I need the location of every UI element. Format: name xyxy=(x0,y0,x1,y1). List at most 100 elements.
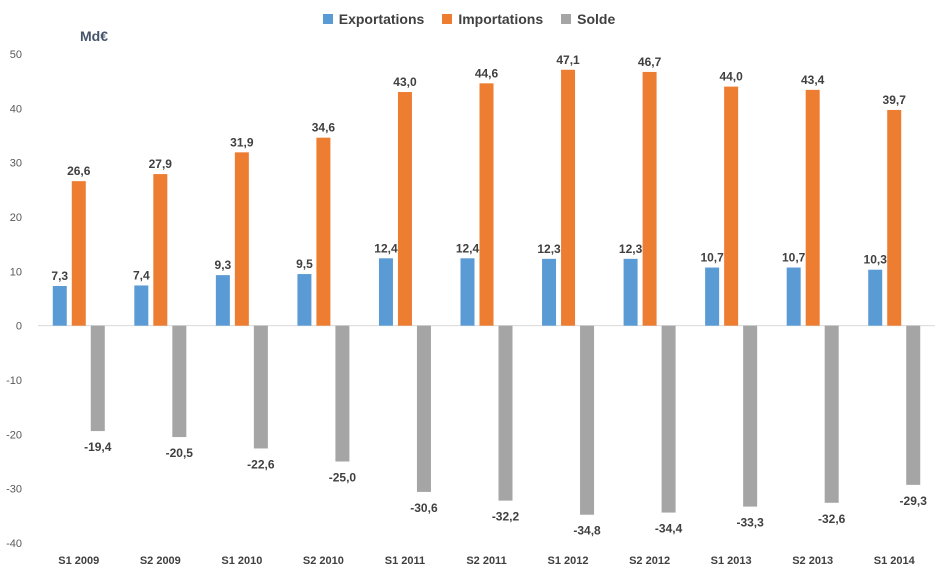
y-tick-label: -10 xyxy=(6,375,22,387)
legend-item-solde: Solde xyxy=(561,11,615,27)
data-label-solde: -19,4 xyxy=(84,440,112,454)
data-label-importations: 43,4 xyxy=(801,73,825,87)
data-label-solde: -34,4 xyxy=(655,522,683,536)
legend: Exportations Importations Solde xyxy=(0,11,938,27)
bar-importations xyxy=(153,174,168,326)
bar-exportations xyxy=(460,258,475,326)
data-label-exportations: 10,3 xyxy=(864,253,888,267)
y-tick-label: -30 xyxy=(6,484,22,496)
data-label-solde: -25,0 xyxy=(329,471,357,485)
data-label-importations: 34,6 xyxy=(312,121,336,135)
legend-label-importations: Importations xyxy=(458,11,544,27)
data-label-importations: 44,6 xyxy=(475,66,499,80)
bar-importations xyxy=(397,92,412,326)
x-tick-label: S1 2009 xyxy=(58,555,99,567)
bar-importations xyxy=(561,69,576,326)
bar-solde xyxy=(906,325,921,485)
x-tick-label: S2 2012 xyxy=(629,555,670,567)
data-label-exportations: 10,7 xyxy=(782,251,806,265)
legend-label-exportations: Exportations xyxy=(338,11,425,27)
bar-exportations xyxy=(542,258,557,326)
bar-importations xyxy=(71,181,86,326)
x-tick-label: S1 2013 xyxy=(711,555,752,567)
data-label-solde: -22,6 xyxy=(247,457,275,471)
bar-solde xyxy=(824,325,839,503)
x-tick-label: S2 2010 xyxy=(303,555,344,567)
y-tick-label: 40 xyxy=(10,103,22,115)
y-tick-label: 50 xyxy=(10,49,22,61)
y-tick-label: -40 xyxy=(6,538,22,550)
bar-exportations xyxy=(297,274,312,326)
data-label-exportations: 7,4 xyxy=(133,268,150,282)
legend-item-exportations: Exportations xyxy=(322,11,425,27)
data-label-exportations: 9,5 xyxy=(296,257,313,271)
data-label-importations: 27,9 xyxy=(149,157,173,171)
bar-solde xyxy=(580,325,595,515)
bar-exportations xyxy=(378,258,393,326)
data-label-importations: 43,0 xyxy=(393,75,417,89)
y-tick-label: 20 xyxy=(10,212,22,224)
data-label-solde: -29,3 xyxy=(900,494,928,508)
x-tick-label: S2 2013 xyxy=(792,555,833,567)
y-tick-label: 10 xyxy=(10,266,22,278)
data-label-importations: 39,7 xyxy=(883,93,907,107)
bar-exportations xyxy=(786,267,801,326)
bar-solde xyxy=(416,325,431,492)
data-label-exportations: 10,7 xyxy=(700,251,724,265)
legend-label-solde: Solde xyxy=(577,11,616,27)
bar-exportations xyxy=(215,275,230,326)
x-tick-label: S2 2011 xyxy=(466,555,506,567)
data-label-solde: -20,5 xyxy=(166,446,194,460)
x-tick-label: S1 2011 xyxy=(385,555,425,567)
data-label-importations: 31,9 xyxy=(230,135,254,149)
bar-exportations xyxy=(134,285,149,326)
bar-solde xyxy=(172,325,187,438)
bar-solde xyxy=(743,325,758,507)
bar-solde xyxy=(661,325,676,513)
data-label-solde: -32,6 xyxy=(818,512,846,526)
y-tick-label: 0 xyxy=(16,321,22,333)
bar-solde xyxy=(335,325,350,462)
data-label-importations: 44,0 xyxy=(719,70,743,84)
data-label-exportations: 9,3 xyxy=(215,258,232,272)
data-label-exportations: 12,3 xyxy=(537,242,561,256)
bar-exportations xyxy=(868,269,883,326)
bar-importations xyxy=(234,152,249,326)
data-label-solde: -32,2 xyxy=(492,510,520,524)
data-label-importations: 46,7 xyxy=(638,55,662,69)
data-label-exportations: 7,3 xyxy=(51,269,68,283)
legend-swatch-exportations xyxy=(322,14,333,24)
y-tick-label: 30 xyxy=(10,158,22,170)
y-tick-label: -20 xyxy=(6,429,22,441)
bar-solde xyxy=(498,325,513,501)
legend-swatch-importations xyxy=(442,14,453,24)
x-tick-label: S1 2014 xyxy=(874,555,916,567)
data-label-solde: -30,6 xyxy=(410,501,438,515)
bar-importations xyxy=(642,71,657,326)
bar-importations xyxy=(479,83,494,326)
bar-solde xyxy=(90,325,105,432)
data-label-solde: -34,8 xyxy=(573,524,601,538)
bar-exportations xyxy=(705,267,720,326)
data-label-exportations: 12,4 xyxy=(456,241,480,255)
data-label-solde: -33,3 xyxy=(736,516,764,530)
legend-item-importations: Importations xyxy=(442,11,543,27)
bar-exportations xyxy=(623,258,638,326)
data-label-exportations: 12,3 xyxy=(619,242,643,256)
bar-exportations xyxy=(52,286,67,326)
bar-importations xyxy=(724,86,739,326)
bar-importations xyxy=(805,89,820,326)
x-tick-label: S1 2012 xyxy=(548,555,589,567)
bar-importations xyxy=(887,109,902,326)
legend-swatch-solde xyxy=(561,14,572,24)
unit-label: Md€ xyxy=(80,28,108,44)
x-tick-label: S2 2009 xyxy=(140,555,181,567)
data-label-importations: 26,6 xyxy=(67,164,91,178)
x-tick-label: S1 2010 xyxy=(221,555,262,567)
bar-solde xyxy=(253,325,268,449)
data-label-importations: 47,1 xyxy=(556,53,580,67)
data-label-exportations: 12,4 xyxy=(374,241,398,255)
bar-importations xyxy=(316,137,331,326)
